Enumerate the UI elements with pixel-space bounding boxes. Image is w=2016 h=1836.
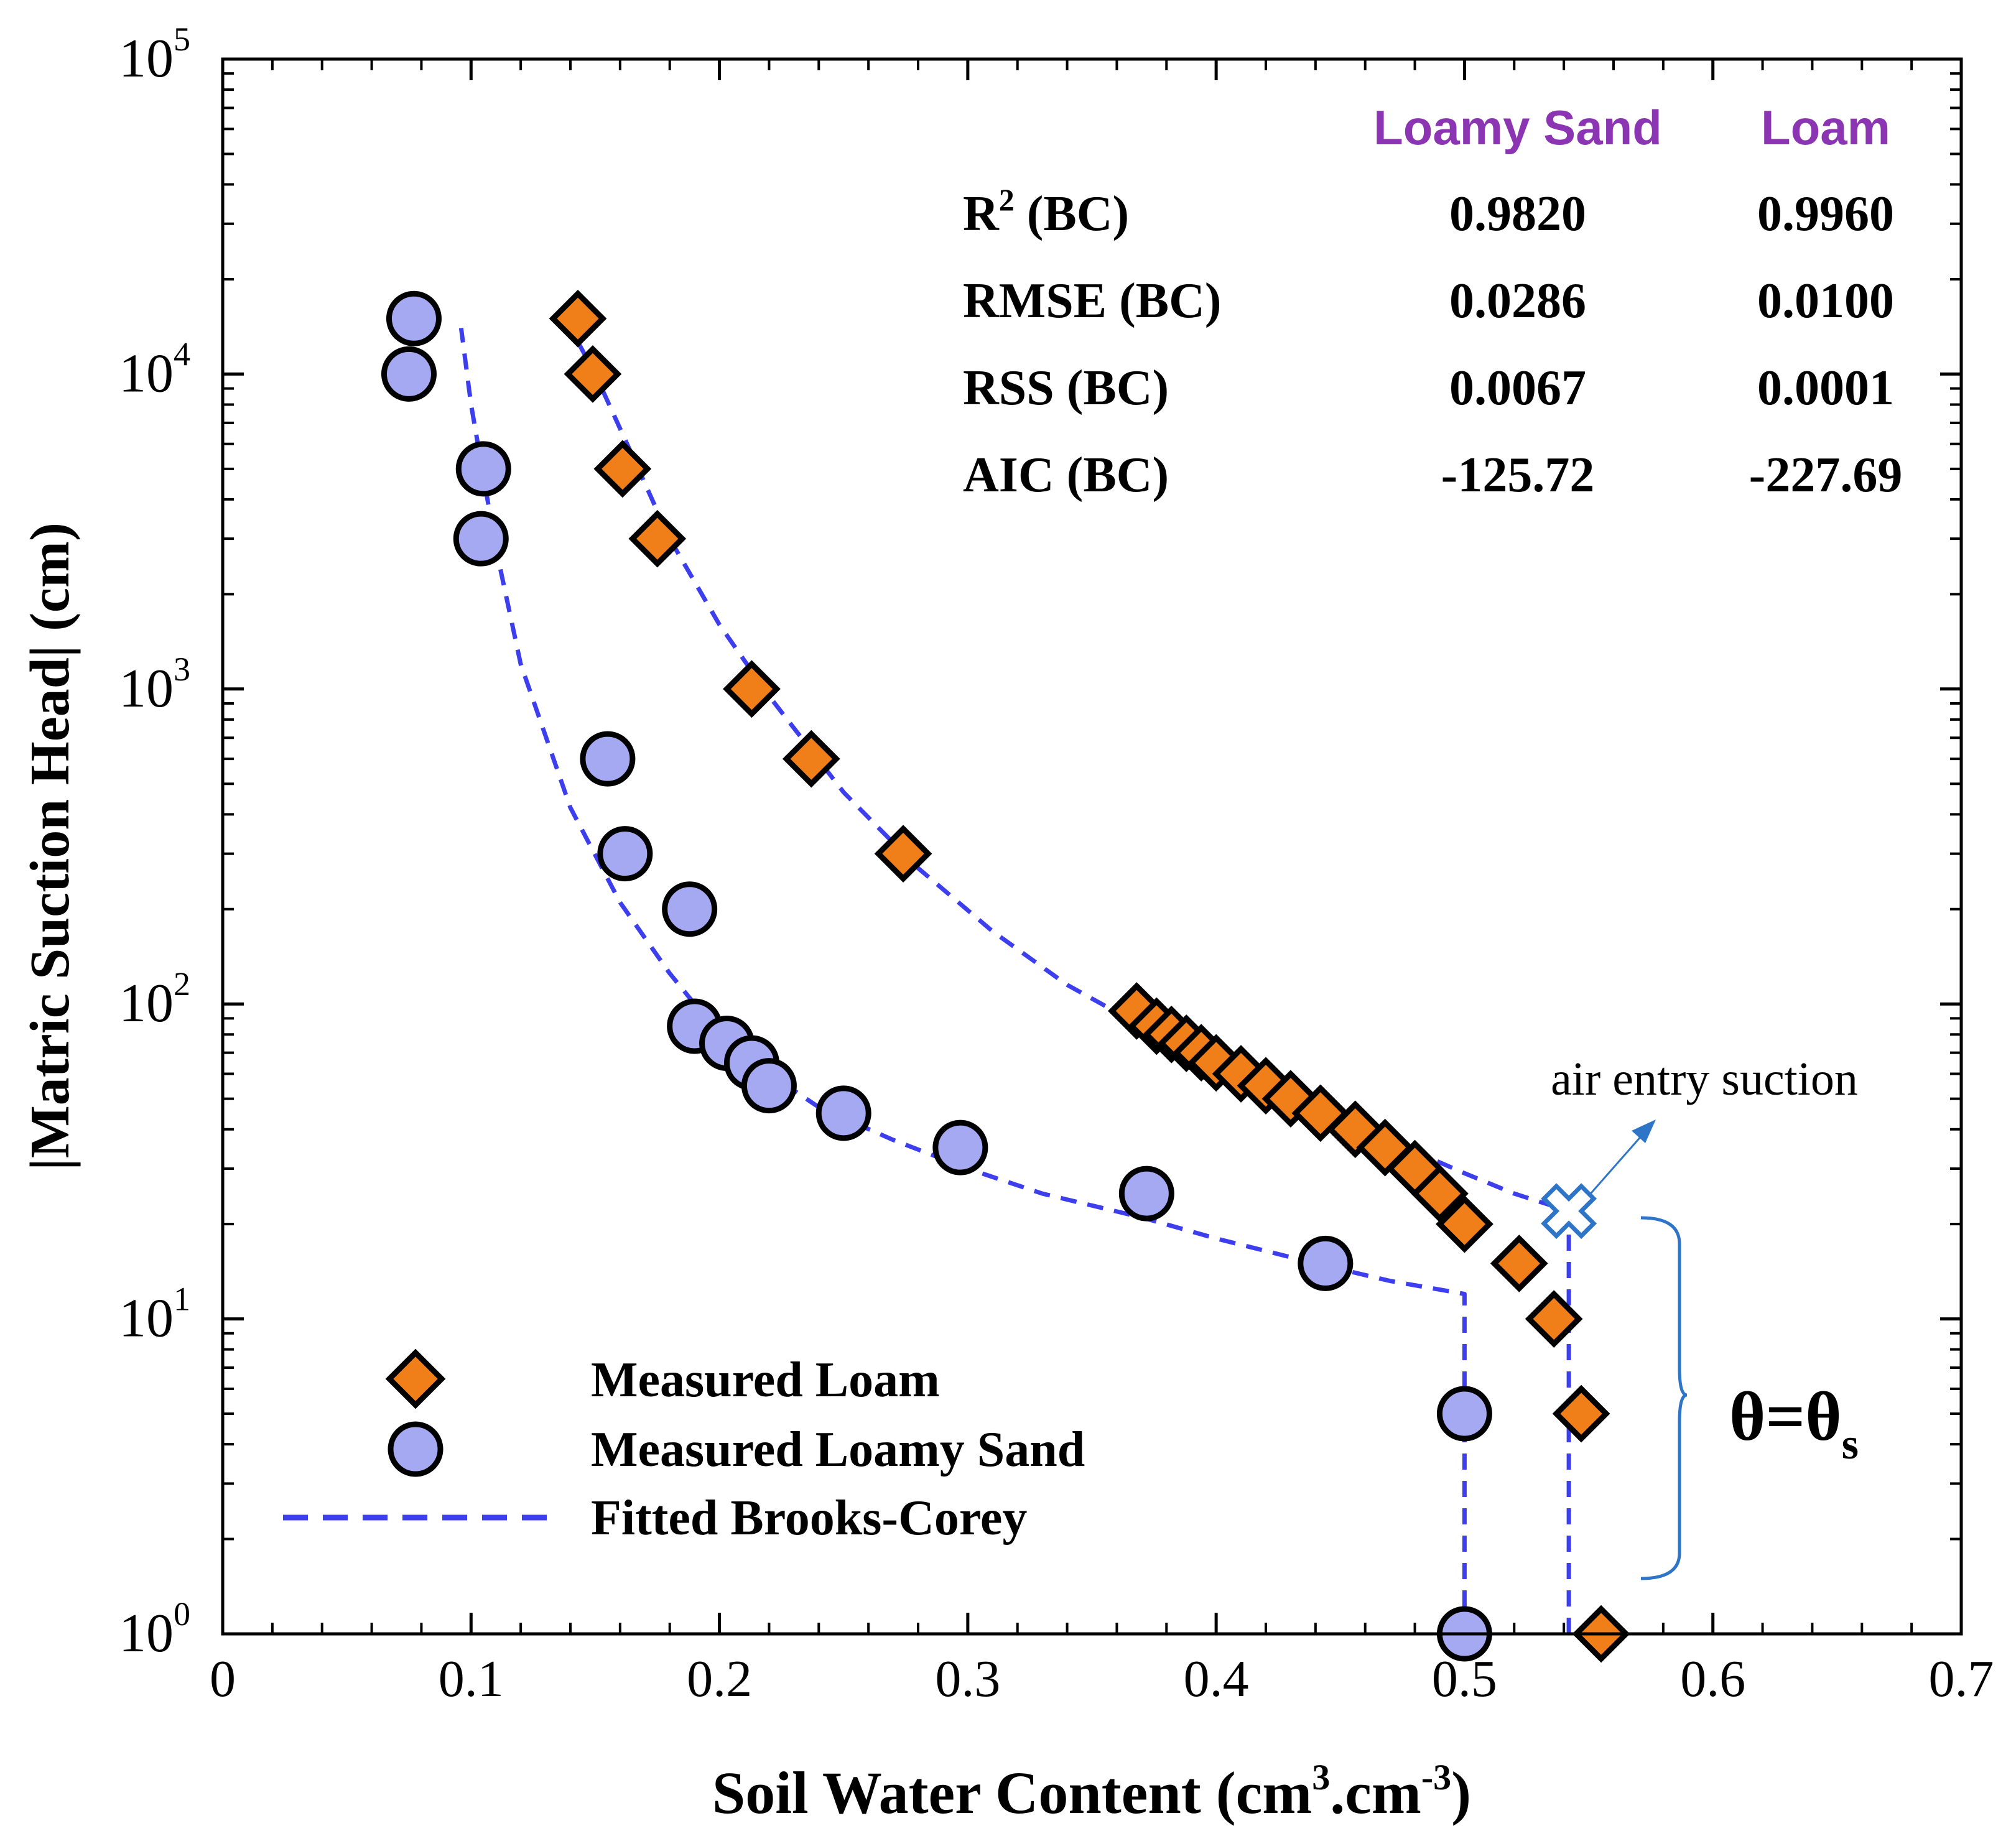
y-tick-label: 103 <box>119 651 190 719</box>
loam-point <box>723 660 781 718</box>
saturation-brace <box>1640 1216 1688 1580</box>
loam-point <box>1436 1195 1493 1253</box>
stats-value-loam: 0.9960 <box>1757 187 1894 241</box>
loamy-sand-point <box>597 826 653 882</box>
y-tick-label: 104 <box>119 335 190 404</box>
loamy-sand-point <box>662 881 718 937</box>
stats-row-label: RSS (BC) <box>963 361 1169 415</box>
x-tick-label: 0.6 <box>1680 1650 1745 1708</box>
loamy-sand-point <box>815 1085 871 1141</box>
loam-point <box>1411 1164 1469 1223</box>
y-tick-label: 100 <box>119 1595 190 1664</box>
loam-point <box>782 730 840 788</box>
theta-annotation: θ=θs <box>1729 1378 1859 1468</box>
x-tick-label: 0.7 <box>1929 1650 1994 1708</box>
x-axis-label: Soil Water Content (cm3.cm-3) <box>712 1757 1471 1826</box>
loam-point <box>874 825 932 883</box>
stats-value-loam: -227.69 <box>1749 448 1903 503</box>
stats-row-label: AIC (BC) <box>963 448 1169 503</box>
legend-loam-marker <box>385 1348 446 1409</box>
x-tick-label: 0.5 <box>1432 1650 1497 1708</box>
legend: Measured Loam Measured Loamy Sand Fitted… <box>283 1348 1085 1546</box>
data-markers <box>381 289 1630 1663</box>
loamy-sand-point <box>580 731 636 787</box>
loam-point <box>1525 1290 1583 1348</box>
loam-point <box>1552 1384 1610 1443</box>
y-axis-label: |Matric Suction Head| (cm) <box>19 522 81 1171</box>
air-entry-arrowhead <box>1632 1120 1656 1143</box>
legend-loamy-sand-label: Measured Loamy Sand <box>591 1422 1085 1477</box>
legend-loam-label: Measured Loam <box>591 1353 940 1407</box>
loam-point <box>628 509 687 568</box>
loam-point <box>1490 1235 1548 1292</box>
x-tick-label: 0.3 <box>935 1650 1000 1708</box>
loamy-sand-point <box>1298 1235 1354 1291</box>
x-mark-icon <box>1541 1183 1597 1240</box>
air-entry-marker <box>1541 1183 1597 1240</box>
stats-header-loam: Loam <box>1761 100 1890 155</box>
x-tick-label: 0.1 <box>439 1650 504 1708</box>
loamy-sand-point <box>1436 1386 1492 1442</box>
loamy-sand-point <box>741 1058 797 1114</box>
stats-row-label: RMSE (BC) <box>963 274 1222 328</box>
air-entry-label: air entry suction <box>1551 1053 1858 1105</box>
x-tick-label: 0.4 <box>1184 1650 1249 1708</box>
loamy-sand-point <box>1118 1166 1174 1222</box>
stats-value-loamy-sand: 0.0067 <box>1449 361 1586 415</box>
y-tick-label: 101 <box>119 1281 190 1349</box>
y-tick-label: 105 <box>119 21 190 89</box>
loamy-sand-point <box>455 441 511 497</box>
loamy-sand-point <box>381 346 437 402</box>
legend-fit-label: Fitted Brooks-Corey <box>591 1491 1027 1546</box>
stats-value-loamy-sand: -125.72 <box>1441 448 1595 503</box>
loam-point <box>564 345 622 403</box>
stats-value-loam: 0.0100 <box>1757 274 1894 328</box>
loam-point <box>549 289 607 348</box>
plot-frame <box>221 57 1963 1636</box>
annotations: air entry suction θ=θs <box>1541 1053 1859 1580</box>
stats-value-loamy-sand: 0.9820 <box>1449 187 1586 241</box>
tick-labels: 0 0.1 0.2 0.3 0.4 0.5 0.6 0.7 100 101 102 103 104 105 <box>119 21 1994 1708</box>
legend-loamy-sand-marker <box>388 1421 444 1477</box>
stats-value-loamy-sand: 0.0286 <box>1449 274 1586 328</box>
stats-value-loam: 0.0001 <box>1757 361 1894 415</box>
loamy-sand-point <box>932 1120 988 1175</box>
x-tick-label: 0.2 <box>687 1650 752 1708</box>
y-tick-label: 102 <box>119 965 190 1034</box>
stats-row-label: R2 (BC) <box>963 182 1129 241</box>
loamy-sand-point <box>453 511 509 567</box>
x-tick-label: 0 <box>210 1650 236 1708</box>
loam-point <box>593 440 652 498</box>
loamy-sand-point <box>386 290 442 346</box>
stats-header-loamy-sand: Loamy Sand <box>1373 100 1662 155</box>
stats-table: Loamy Sand Loam R2 (BC) 0.9820 0.9960 RM… <box>963 100 1902 503</box>
